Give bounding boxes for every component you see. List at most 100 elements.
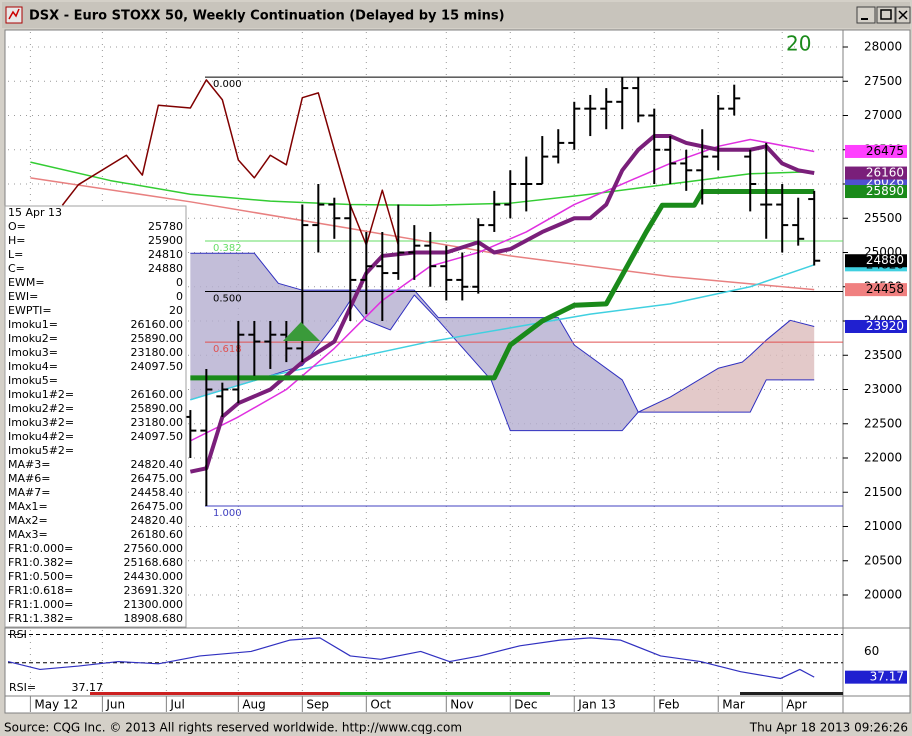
panel-value: 23691.320 — [124, 584, 184, 597]
y-tick-label: 21500 — [864, 485, 902, 499]
panel-value: 26475.00 — [131, 472, 184, 485]
readout-value: 37.17 — [870, 670, 904, 684]
panel-value: 21300.000 — [124, 598, 184, 611]
x-tick-label: Apr — [786, 698, 807, 712]
y-tick-label: 25500 — [864, 211, 902, 225]
footer-timestamp: Thu Apr 18 2013 09:26:26 — [749, 721, 908, 735]
panel-label: L= — [8, 248, 23, 261]
overlay — [90, 322, 843, 695]
window-title: DSX - Euro STOXX 50, Weekly Continuation… — [29, 9, 505, 24]
panel-label: O= — [8, 220, 26, 233]
panel-label: FR1:0.618= — [8, 584, 73, 597]
fib-label: 0.382 — [213, 243, 242, 254]
panel-label: Imoku3= — [8, 346, 58, 359]
panel-label: Imoku1= — [8, 318, 58, 331]
indicator-line — [30, 161, 815, 206]
panel-value: 24880 — [148, 262, 183, 275]
panel-value: 25168.680 — [124, 556, 184, 569]
panel-value: 24430.000 — [124, 570, 184, 583]
cloud-span-a — [190, 252, 815, 413]
maximize-button[interactable] — [876, 6, 896, 24]
indicator-strip — [90, 692, 340, 695]
panel-label: Imoku5#2= — [8, 444, 74, 457]
x-tick-label: Dec — [514, 698, 537, 712]
readout-label: RSI= — [9, 681, 36, 694]
price-label-box — [845, 283, 907, 297]
panel-label: Imoku3#2= — [8, 416, 74, 429]
y-tick-label: 27500 — [864, 74, 902, 88]
panel-label: EWPTI= — [8, 304, 52, 317]
panel-label: Imoku4= — [8, 360, 58, 373]
price-label: 26475 — [866, 144, 904, 158]
data-panel-box — [4, 205, 187, 628]
x-tick-label: Aug — [242, 698, 265, 712]
panel-label: FR1:0.500= — [8, 570, 73, 583]
y-tick-label: 28000 — [864, 40, 902, 54]
panel-label: EWM= — [8, 276, 45, 289]
axes: May 12 Jun Jul Aug Sep Oct Nov Dec Jan 13 Feb Mar A… — [9, 40, 907, 712]
minimize-button[interactable] — [856, 6, 876, 24]
x-tick-label: Jul — [169, 698, 184, 712]
panel-label: Imoku5= — [8, 374, 58, 387]
title-bar — [2, 2, 910, 28]
price-plot: 0.000 0.382 0.500 0.618 1.000 20 — [8, 32, 843, 627]
y-tick-label: 23500 — [864, 348, 902, 362]
fib-label: 0.000 — [213, 79, 242, 90]
panel-label: FR1:0.382= — [8, 556, 73, 569]
panel-value: 24820.40 — [131, 458, 184, 471]
panel-label: Imoku4#2= — [8, 430, 74, 443]
price-label: 24458 — [866, 282, 904, 296]
panel-value: 23180.00 — [131, 346, 184, 359]
panel-value: 23180.00 — [131, 416, 184, 429]
indicator-line — [190, 264, 815, 401]
indicator-strip — [340, 692, 550, 695]
panel-label: MAx2= — [8, 514, 48, 527]
rsi-line — [8, 637, 815, 680]
readout-text: 37.17 — [72, 681, 104, 694]
rsi-plot — [8, 630, 843, 692]
data-panel: 15 Apr 13O= 25780 H= 25900 L= 24810 C= 24880 EWM… — [4, 205, 187, 628]
fib-label: 1.000 — [213, 508, 242, 519]
x-tick-label: Mar — [722, 698, 745, 712]
panel-value: 26160.00 — [131, 388, 184, 401]
fib-label: 0.618 — [213, 344, 242, 355]
panel-label: FR1:0.000= — [8, 542, 73, 555]
y-tick-label: 22000 — [864, 451, 902, 465]
readout-box — [845, 670, 907, 684]
x-tick-label: Jun — [105, 698, 125, 712]
panel-value: 27560.000 — [124, 542, 184, 555]
panel-label: MAx3= — [8, 528, 48, 541]
price-label: 26160 — [866, 166, 904, 180]
price-label-box — [845, 166, 907, 180]
y-tick-label: 20000 — [864, 588, 902, 602]
price-label: 23920 — [866, 319, 904, 333]
panel-value: 24810 — [148, 248, 183, 261]
panel-date: 15 Apr 13 — [8, 206, 62, 219]
panel-label: FR1:1.382= — [8, 612, 73, 625]
panel-label: MA#3= — [8, 458, 50, 471]
panel-value: 24097.50 — [131, 430, 184, 443]
fib-label: 0.500 — [213, 294, 242, 305]
y-tick-label: 20500 — [864, 553, 902, 567]
x-tick-label: Sep — [306, 698, 329, 712]
panel-label: MA#6= — [8, 472, 50, 485]
panel-value: 25890.00 — [131, 402, 184, 415]
panel-value: 26475.00 — [131, 500, 184, 513]
x-tick-label: May 12 — [34, 698, 78, 712]
annotation: 20 — [786, 32, 811, 56]
x-tick-label: Jan 13 — [577, 698, 616, 712]
y-tick-label: 27000 — [864, 108, 902, 122]
panel-label: FR1:1.000= — [8, 598, 73, 611]
panel-value: 0 — [176, 290, 183, 303]
panel-value: 24458.40 — [131, 486, 184, 499]
indicator-line — [190, 189, 815, 381]
panel-label: Imoku2= — [8, 332, 58, 345]
x-tick-label: Oct — [370, 698, 391, 712]
panel-value: 26180.60 — [131, 528, 184, 541]
panel-label: H= — [8, 234, 26, 247]
panel-label: Imoku2#2= — [8, 402, 74, 415]
panel-value: 25890.00 — [131, 332, 184, 345]
close-button[interactable] — [895, 6, 911, 24]
